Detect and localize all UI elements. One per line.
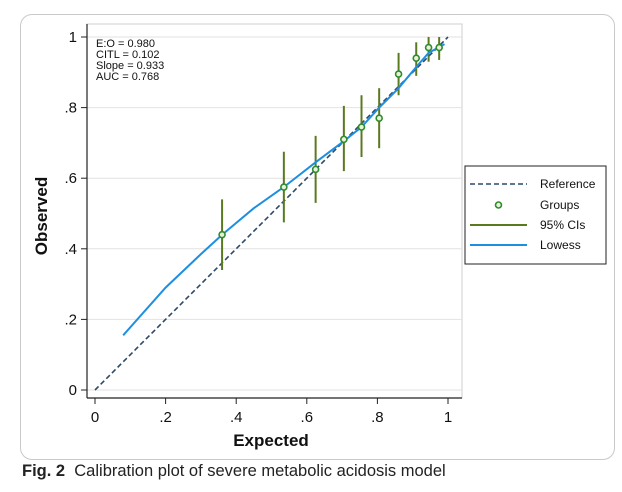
grid-lines bbox=[87, 36, 462, 391]
x-tick-label-0: 0 bbox=[91, 409, 99, 426]
series-layer bbox=[94, 36, 449, 391]
y-tick-labels: 0 .2 .4 .6 .8 1 bbox=[64, 29, 77, 399]
legend-box bbox=[464, 165, 607, 265]
group-point-5 bbox=[375, 114, 383, 122]
y-axis-label: Observed bbox=[32, 177, 51, 255]
caption-label: Fig. 2 bbox=[22, 462, 66, 480]
group-point-3 bbox=[340, 135, 348, 144]
legend-label-reference: Reference bbox=[540, 177, 596, 191]
figure-caption: Fig. 2 Calibration plot of severe metabo… bbox=[22, 462, 446, 481]
legend: Reference Groups 95% CIs Lowess bbox=[464, 165, 607, 265]
y-tick-label-3: .6 bbox=[64, 170, 77, 187]
lowess-line bbox=[122, 43, 445, 336]
y-tick-label-4: .8 bbox=[64, 100, 77, 117]
group-point-8 bbox=[424, 43, 433, 52]
x-tick-label-3: .6 bbox=[301, 409, 314, 426]
y-tick-label-1: .2 bbox=[64, 311, 77, 328]
axes bbox=[81, 24, 462, 404]
group-point-2 bbox=[311, 165, 320, 174]
x-tick-labels: 0 .2 .4 .6 .8 1 bbox=[91, 409, 452, 426]
legend-label-ci: 95% CIs bbox=[540, 218, 585, 232]
legend-label-lowess: Lowess bbox=[540, 238, 581, 252]
x-axis-label: Expected bbox=[233, 431, 309, 450]
caption-text: Calibration plot of severe metabolic aci… bbox=[74, 462, 446, 480]
group-point-6 bbox=[394, 70, 403, 78]
group-point-9 bbox=[435, 43, 443, 52]
y-tick-label-2: .4 bbox=[64, 241, 77, 258]
y-tick-label-0: 0 bbox=[69, 382, 77, 399]
x-tick-label-5: 1 bbox=[444, 409, 452, 426]
y-tick-label-5: 1 bbox=[69, 29, 77, 46]
annotation-3: AUC = 0.768 bbox=[96, 71, 159, 83]
group-point-4 bbox=[357, 123, 366, 131]
annotation-2: Slope = 0.933 bbox=[96, 60, 164, 72]
legend-swatch-groups bbox=[494, 201, 503, 209]
x-tick-label-1: .2 bbox=[159, 409, 172, 426]
calibration-chart: 0.2.4.6.8 1 0.2.4.6.81 Expected Observed … bbox=[32, 23, 607, 450]
figure-frame bbox=[20, 14, 615, 460]
group-point-0 bbox=[218, 230, 226, 239]
group-point-7 bbox=[412, 54, 421, 62]
reference-line bbox=[94, 36, 449, 391]
annotation-1: CITL = 0.102 bbox=[96, 49, 160, 61]
x-tick-label-4: .8 bbox=[371, 409, 384, 426]
x-tick-label-2: .4 bbox=[230, 409, 243, 426]
group-point-1 bbox=[280, 183, 288, 191]
legend-label-groups: Groups bbox=[540, 198, 579, 212]
annotation-0: E:O = 0.980 bbox=[96, 38, 155, 50]
